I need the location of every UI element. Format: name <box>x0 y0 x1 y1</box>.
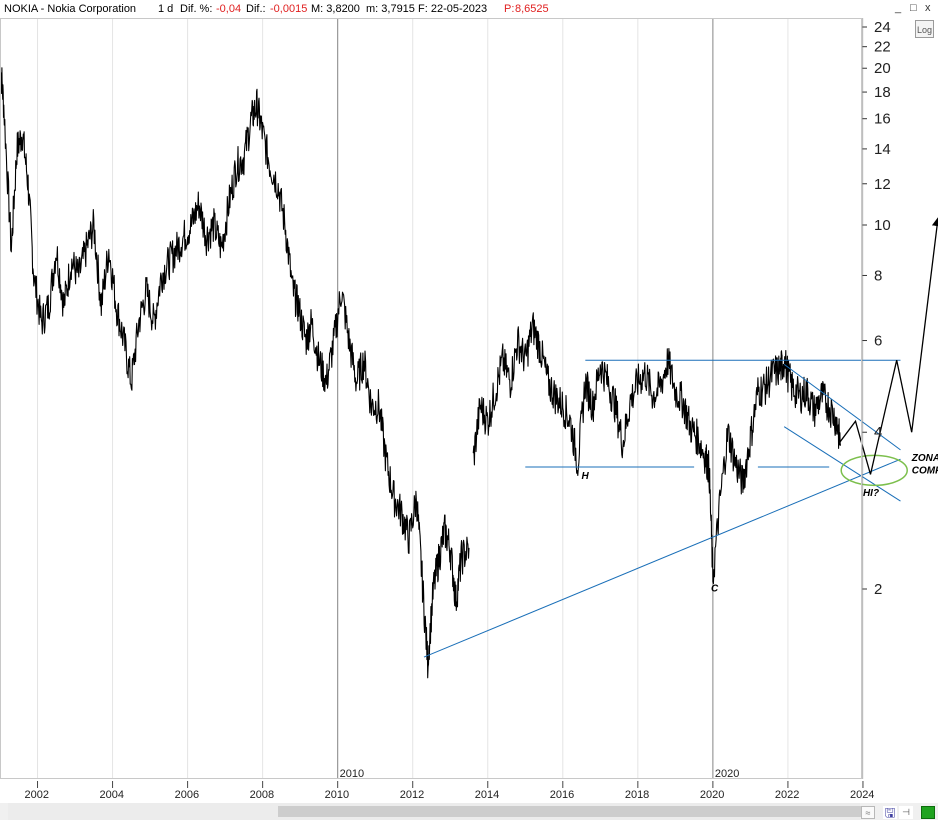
price-series-1 <box>0 57 470 679</box>
annotation-label: C <box>711 583 719 594</box>
x-tick-label: 2008 <box>250 789 274 801</box>
dif-value: -0,0015 <box>270 3 308 15</box>
timeframe: 1 d <box>158 3 174 15</box>
dif-pct-label: Dif. %: <box>180 3 213 15</box>
chart-header: NOKIA - Nokia Corporation 1 d Dif. %: -0… <box>0 0 860 20</box>
log-scale-toggle[interactable]: Log <box>915 20 934 38</box>
close-button[interactable]: x <box>925 2 931 14</box>
x-tick-label: 2022 <box>775 789 799 801</box>
clip-icon[interactable]: ⊣ <box>899 806 913 819</box>
channel-upper-line <box>783 363 901 451</box>
save-icon[interactable]: 🖫 <box>883 805 897 820</box>
price-value: 8,6525 <box>515 3 549 15</box>
x-tick-label: 2024 <box>850 789 874 801</box>
y-tick-label: 10 <box>874 217 891 234</box>
date-value: F: 22-05-2023 <box>418 3 488 15</box>
y-tick-label: 20 <box>874 60 891 77</box>
projection <box>838 217 938 475</box>
x-tick-label: 2012 <box>400 789 424 801</box>
min-value: m: 3,7915 <box>366 3 415 15</box>
y-tick-label: 2 <box>874 581 882 598</box>
dif-pct-value: -0,04 <box>216 3 242 15</box>
price-series <box>0 57 841 679</box>
x-tick-label: 2014 <box>475 789 499 801</box>
y-tick-label: 8 <box>874 267 882 284</box>
x-tick-label: 2010 <box>325 789 349 801</box>
trendline-line <box>423 458 901 658</box>
y-tick-label: 22 <box>874 39 891 56</box>
y-tick-label: 12 <box>874 176 891 193</box>
ticker-name: NOKIA - Nokia Corporation <box>4 3 137 15</box>
y-tick-label: 4 <box>874 424 882 441</box>
vertical-gridlines <box>37 18 864 779</box>
x-tick-label: 2006 <box>175 789 199 801</box>
x-axis: 2002 2004 2006 2008 2010 2012 2014 2016 2018 2020… <box>0 768 874 803</box>
decade-label: 2020 <box>715 768 739 780</box>
decade-label: 2010 <box>340 768 364 780</box>
x-axis-band <box>0 781 862 803</box>
annotation-label: ZONA DE <box>911 453 938 464</box>
x-tick-label: 2018 <box>625 789 649 801</box>
x-tick-label: 2002 <box>25 789 49 801</box>
price-series-2 <box>472 312 841 585</box>
channel-lower-line <box>783 426 901 502</box>
y-tick-label: 6 <box>874 333 882 350</box>
annotation-label: COMPRA <box>912 466 938 477</box>
status-indicator-icon[interactable] <box>921 806 935 819</box>
projection-path <box>838 217 938 475</box>
scroll-thumb[interactable] <box>278 806 868 817</box>
x-tick-label: 2004 <box>100 789 124 801</box>
scroll-track[interactable] <box>8 803 868 820</box>
trend-lines <box>423 359 908 658</box>
max-value: M: 3,8200 <box>311 3 360 15</box>
y-tick-label: 24 <box>874 19 891 36</box>
y-tick-label: 14 <box>874 141 891 158</box>
minimize-button[interactable]: _ <box>895 2 902 14</box>
y-tick-label: 16 <box>874 111 891 128</box>
window-controls: _ □ x <box>885 2 937 16</box>
horizontal-scrollbar[interactable]: ≈ 🖫 ⊣ <box>0 803 938 820</box>
wave-icon[interactable]: ≈ <box>861 806 875 819</box>
annotation-label: H <box>582 471 590 482</box>
annotation-label: HI? <box>863 488 879 499</box>
annotations: H C HI? ZONA DE COMPRA <box>582 453 938 594</box>
x-tick-label: 2020 <box>700 789 724 801</box>
y-tick-label: 18 <box>874 84 891 101</box>
x-tick-label: 2016 <box>550 789 574 801</box>
maximize-button[interactable]: □ <box>910 2 917 14</box>
dif-label: Dif.: <box>246 3 266 15</box>
price-label: P: <box>504 3 515 15</box>
